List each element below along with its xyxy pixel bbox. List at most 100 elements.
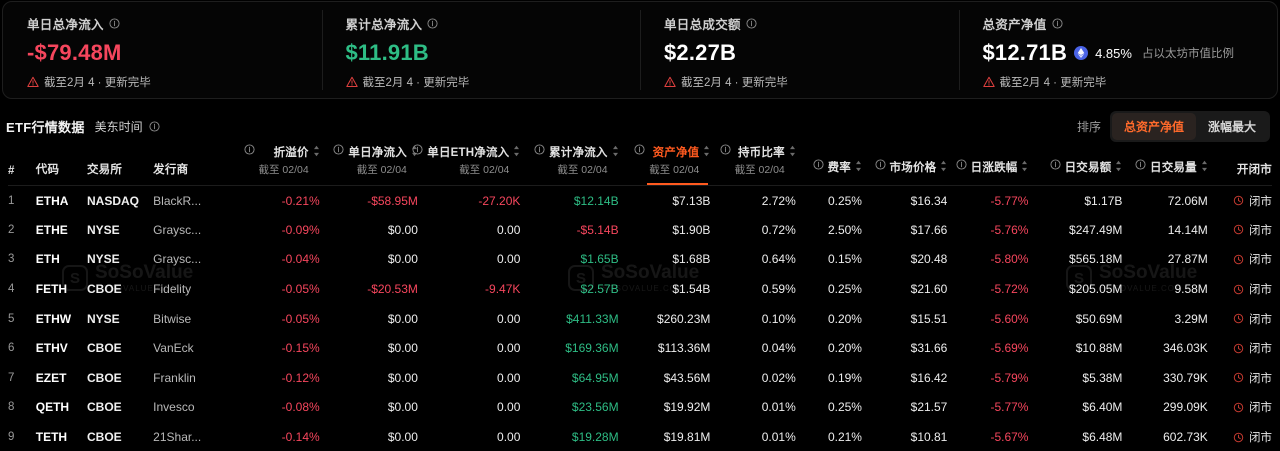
sort-caret-icon[interactable] <box>513 144 520 162</box>
sort-option-top-gainers[interactable]: 涨幅最大 <box>1207 119 1256 134</box>
summary-card-title: 单日总成交额 <box>664 15 959 32</box>
column-header-label: 发行商 <box>153 164 189 176</box>
table-row[interactable]: 4 FETH CBOE Fidelity -0.05% -$20.53M -9.47K $2.… <box>8 274 1272 304</box>
column-header-13[interactable]: 日交易额 <box>1028 144 1122 186</box>
market-status-label: 闭市 <box>1249 432 1272 445</box>
cell-ticker: ETHV <box>35 341 68 356</box>
warning-icon <box>27 76 39 88</box>
info-icon[interactable] <box>243 144 255 155</box>
column-header-date: 截至 02/04 <box>356 164 407 176</box>
sort-caret-icon[interactable] <box>940 159 947 177</box>
cell-turnover: $6.40M <box>1082 400 1123 415</box>
info-icon[interactable] <box>720 144 731 155</box>
column-header-label: 开闭市 <box>1236 164 1272 176</box>
info-icon[interactable] <box>875 159 886 170</box>
column-header-9[interactable]: 持币比率 截至 02/04 <box>710 144 795 186</box>
summary-card-percent: 4.85% <box>1095 45 1132 61</box>
sort-caret-icon[interactable] <box>612 144 619 162</box>
sort-controls: 排序 总资产净值 涨幅最大 <box>1077 110 1270 142</box>
cell-daily-net-flow: $0.00 <box>387 252 418 267</box>
table-toolbar: ETF行情数据 美东时间 排序 总资产净值 涨幅最大 <box>0 108 1280 144</box>
table-row[interactable]: 1 ETHA NASDAQ BlackR... -0.21% -$58.95M -27.20… <box>8 186 1272 216</box>
table-row[interactable]: 2 ETHE NYSE Graysc... -0.09% $0.00 0.00 -$5.14B… <box>8 215 1272 245</box>
table-row[interactable]: 9 TETH CBOE 21Shar... -0.14% $0.00 0.00 $19.28M… <box>8 422 1272 451</box>
column-header-5[interactable]: 单日净流入截至 02/04 <box>320 144 418 186</box>
column-header-10[interactable]: 费率 <box>796 144 862 186</box>
clock-icon <box>1233 402 1244 413</box>
column-header-11[interactable]: 市场价格 <box>862 144 947 186</box>
column-header-label: 单日净流入 <box>348 147 407 159</box>
summary-card-title: 累计总净流入 <box>346 15 641 32</box>
cell-ticker: QETH <box>35 400 70 415</box>
summary-card-4: 总资产净值 $12.71B 4.85% 占以太坊市值比例 截至2月 4 · 更新完毕 <box>958 2 1278 98</box>
sort-caret-icon[interactable] <box>1201 159 1208 177</box>
summary-card-footer-text: 截至2月 4 · 更新完毕 <box>44 77 151 89</box>
column-header-8[interactable]: 资产净值 截至 02/04 <box>619 144 711 186</box>
cell-hold-ratio: 0.10% <box>761 311 796 326</box>
info-icon[interactable] <box>813 159 824 170</box>
summary-card-footer-text: 截至2月 4 · 更新完毕 <box>362 77 470 89</box>
info-icon[interactable] <box>1050 159 1061 170</box>
summary-card-value: $11.91B <box>345 40 429 65</box>
summary-card-value: $12.71B <box>982 40 1068 65</box>
info-icon[interactable] <box>1051 17 1063 29</box>
market-status-label: 闭市 <box>1249 313 1272 326</box>
info-icon[interactable] <box>534 144 545 155</box>
cell-daily-eth-flow: -9.47K <box>485 282 521 297</box>
cell-premium: -0.14% <box>281 430 320 445</box>
info-icon[interactable] <box>746 17 757 29</box>
cell-cumulative-net-flow: $64.95M <box>571 370 619 385</box>
etf-table-head: # 代码 交易所 发行商 折溢价 截至 02/04 单日净流入 截至 02/04 单日ETH净流… <box>8 144 1272 186</box>
info-icon[interactable] <box>412 144 423 155</box>
summary-card-value: -$79.48M <box>27 40 122 65</box>
table-row[interactable]: 8 QETH CBOE Invesco -0.08% $0.00 0.00 $23.56M $1… <box>8 393 1272 423</box>
column-header-12[interactable]: 日涨跌幅 <box>947 144 1028 186</box>
market-status-label: 闭市 <box>1249 224 1272 237</box>
info-icon[interactable] <box>333 144 344 155</box>
column-header-4[interactable]: 折溢价 截至 02/04 <box>232 144 320 186</box>
timezone-label: 美东时间 <box>94 119 143 134</box>
cell-issuer: Bitwise <box>153 311 192 326</box>
sort-caret-icon[interactable] <box>855 159 862 177</box>
cell-nav: $1.54B <box>672 282 711 297</box>
cell-fee: 0.25% <box>827 400 862 415</box>
column-header-6[interactable]: 单日ETH净流入 截至 02/04 <box>412 144 520 186</box>
table-row[interactable]: 5 ETHW NYSE Bitwise -0.05% $0.00 0.00 $411.33M $… <box>8 304 1272 334</box>
info-icon[interactable] <box>109 17 120 29</box>
sort-option-total-nav[interactable]: 总资产净值 <box>1111 112 1196 140</box>
info-icon[interactable] <box>956 159 967 170</box>
timezone-info-icon[interactable] <box>149 120 160 132</box>
cell-hold-ratio: 0.01% <box>761 400 796 415</box>
sort-caret-icon[interactable] <box>1021 159 1028 177</box>
info-icon[interactable] <box>1135 159 1146 170</box>
column-header-label: 日交易额 <box>1064 162 1112 174</box>
cell-market-status: 闭市 <box>1208 393 1272 423</box>
info-icon[interactable] <box>427 17 438 29</box>
sort-caret-icon[interactable] <box>1115 159 1122 177</box>
column-header-label: 市场价格 <box>889 162 937 174</box>
cell-hold-ratio: 0.72% <box>761 222 796 237</box>
column-header-7[interactable]: 累计净流入 截至 02/04 <box>520 144 618 186</box>
cell-daily-net-flow: -$58.95M <box>367 193 418 208</box>
cell-turnover: $565.18M <box>1069 252 1123 267</box>
sort-caret-icon[interactable] <box>313 144 320 162</box>
cell-market-price: $17.66 <box>910 222 948 237</box>
sort-caret-icon[interactable] <box>789 144 796 162</box>
column-header-label: 日涨跌幅 <box>970 162 1018 174</box>
table-row[interactable]: 3 ETH NYSE Graysc... -0.04% $0.00 0.00 $1.65B $1… <box>8 245 1272 275</box>
info-icon[interactable] <box>634 144 645 155</box>
cell-volume: 346.03K <box>1163 341 1208 356</box>
summary-card-value-row: $11.91B <box>346 40 641 66</box>
table-row[interactable]: 7 EZET CBOE Franklin -0.12% $0.00 0.00 $64.95M $… <box>8 363 1272 393</box>
column-header-label: 折溢价 <box>273 147 309 159</box>
cell-ticker: TETH <box>35 430 68 445</box>
cell-daily-eth-flow: 0.00 <box>497 341 521 356</box>
column-header-14[interactable]: 日交易量 <box>1122 144 1207 186</box>
cell-issuer: 21Shar... <box>153 430 202 445</box>
cell-issuer: Fidelity <box>153 282 192 297</box>
sort-caret-icon[interactable] <box>703 144 710 162</box>
table-row[interactable]: 6 ETHV CBOE VanEck -0.15% $0.00 0.00 $169.36M $1… <box>8 333 1272 363</box>
cell-hold-ratio: 0.59% <box>761 282 796 297</box>
summary-card-value-row: $12.71B 4.85% 占以太坊市值比例 <box>983 40 1278 66</box>
